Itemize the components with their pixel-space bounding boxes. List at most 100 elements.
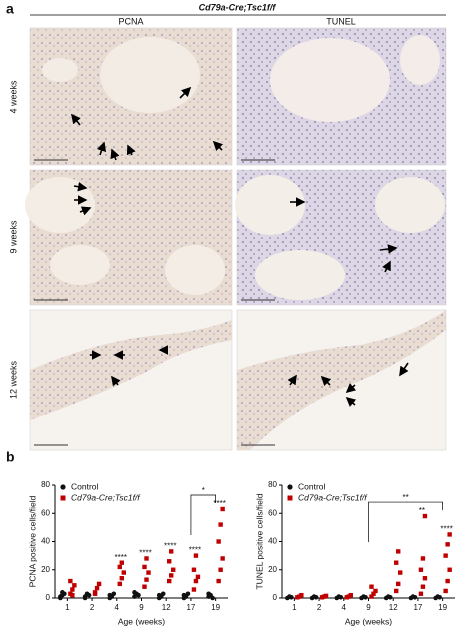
data-point: [117, 581, 122, 587]
data-point: [323, 593, 329, 599]
data-point: [195, 574, 201, 580]
data-point: [210, 595, 215, 601]
data-point: [445, 542, 450, 547]
y-axis-label: TUNEL positive cells/field: [254, 493, 264, 589]
data-point: [313, 594, 319, 600]
x-tick-label: 17: [186, 603, 195, 612]
significance: ****: [189, 546, 201, 555]
data-point: [447, 567, 452, 572]
data-point: [206, 591, 211, 597]
data-point: [167, 578, 172, 584]
data-point: [132, 590, 137, 595]
data-point: [220, 556, 225, 561]
data-point: [394, 560, 399, 565]
data-point: [220, 506, 225, 512]
x-tick-label: 1: [65, 603, 70, 612]
data-point: [422, 576, 428, 581]
data-point: [394, 588, 399, 594]
x-axis-label: Age (weeks): [345, 616, 392, 626]
data-point: [119, 576, 124, 581]
data-point: [216, 578, 221, 584]
data-point: [144, 556, 149, 561]
data-point: [111, 591, 117, 597]
significance: ****: [164, 541, 176, 550]
data-point: [191, 587, 197, 592]
y-tick-label: 60: [268, 508, 277, 517]
y-tick-label: 40: [41, 537, 50, 546]
data-point: [107, 595, 113, 601]
data-point: [92, 591, 98, 596]
data-point: [193, 578, 199, 584]
y-tick-label: 20: [41, 565, 50, 574]
y-axis-label: PCNA positive cells/field: [27, 495, 37, 587]
x-tick-label: 12: [389, 603, 398, 612]
data-point: [443, 588, 448, 594]
data-point: [437, 594, 442, 600]
significance: ****: [115, 553, 127, 562]
micrographs: [25, 27, 447, 451]
data-point: [218, 522, 223, 527]
x-tick-label: 9: [366, 603, 371, 612]
y-tick-label: 80: [268, 480, 277, 489]
data-point: [156, 595, 162, 601]
bracket: [190, 494, 216, 536]
significance: ****: [139, 549, 151, 558]
legend-label: Cd79a-Cre;Tsc1f/f: [71, 492, 141, 502]
data-point: [338, 594, 344, 600]
data-point: [422, 513, 428, 519]
bracket: [368, 501, 443, 543]
data-point: [60, 590, 65, 595]
data-point: [396, 549, 401, 554]
data-point: [418, 567, 424, 572]
data-point: [169, 573, 174, 578]
data-point: [371, 591, 376, 596]
significance: **: [419, 506, 425, 515]
data-point: [82, 595, 88, 601]
data-point: [373, 588, 378, 594]
row-label: 4 weeks: [8, 80, 18, 114]
x-tick-label: 19: [211, 603, 220, 612]
charts: 0 20 40 60 80 PCNA positive cells/field Age (w…: [27, 480, 455, 626]
data-point: [193, 553, 199, 558]
legend-label: Cd79a-Cre;Tsc1f/f: [298, 492, 368, 502]
y-tick-label: 0: [273, 593, 278, 602]
row-label: 9 weeks: [8, 220, 18, 254]
data-point: [70, 587, 75, 592]
x-tick-label: 4: [342, 603, 347, 612]
data-point: [144, 577, 149, 582]
significance: **: [402, 493, 408, 502]
significance: ****: [213, 499, 225, 508]
data-point: [146, 570, 151, 575]
legend-marker: [60, 495, 66, 501]
legend-marker: [60, 484, 66, 490]
data-point: [396, 581, 401, 587]
y-tick-label: 60: [41, 508, 50, 517]
data-point: [117, 564, 122, 570]
significance: ****: [440, 525, 452, 534]
significance: *: [202, 486, 205, 495]
y-tick-label: 80: [41, 480, 50, 489]
x-tick-label: 2: [317, 603, 322, 612]
legend-label: Control: [71, 481, 99, 491]
data-point: [412, 594, 418, 600]
legend-label: Control: [298, 481, 326, 491]
data-point: [181, 595, 187, 601]
data-point: [369, 594, 374, 599]
panel-header: Cd79a-Cre;Tsc1f/f: [199, 2, 277, 12]
data-point: [369, 584, 374, 589]
data-point: [420, 556, 426, 561]
data-point: [447, 532, 452, 537]
data-point: [443, 553, 448, 558]
data-point: [70, 592, 75, 598]
data-point: [218, 567, 223, 572]
panel-label: a: [6, 1, 14, 17]
data-point: [191, 567, 197, 572]
data-point: [348, 592, 353, 598]
legend-marker: [287, 484, 293, 490]
column-label: TUNEL: [326, 16, 356, 26]
panel-label: b: [6, 449, 15, 465]
data-point: [142, 584, 147, 589]
row-label: 12 weeks: [8, 360, 18, 399]
data-point: [445, 578, 450, 584]
data-point: [68, 578, 73, 584]
